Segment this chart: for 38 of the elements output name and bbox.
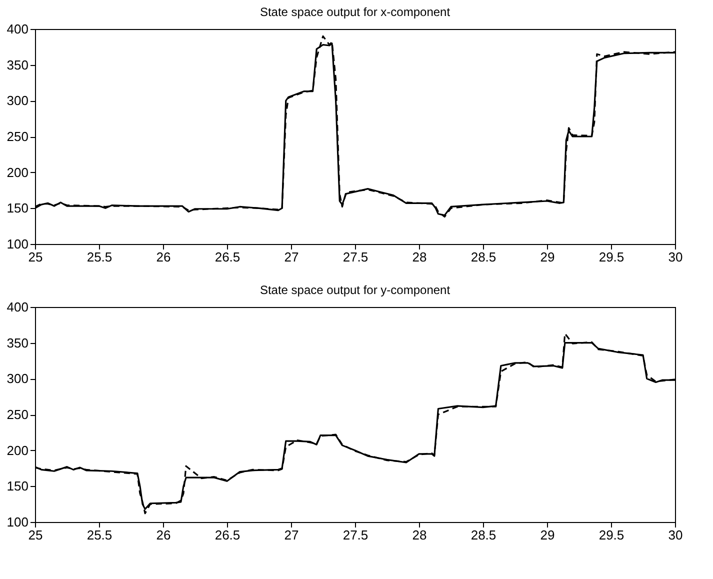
- chart-title: State space output for x-component: [260, 5, 451, 19]
- x-tick-label: 27: [284, 250, 299, 264]
- x-tick-label: 25.5: [86, 250, 112, 264]
- y-tick-label: 150: [6, 478, 28, 494]
- x-tick-label: 29: [540, 528, 555, 542]
- y-tick-label: 100: [6, 514, 28, 530]
- y-tick-label: 300: [6, 93, 28, 108]
- y-tick-label: 350: [6, 335, 28, 350]
- x-tick-label: 26.5: [214, 250, 240, 264]
- y-tick-label: 100: [6, 236, 28, 252]
- x-tick-label: 25: [28, 528, 43, 542]
- x-tick-label: 25: [28, 250, 43, 264]
- x-tick-label: 29.5: [598, 528, 624, 542]
- x-tick-label: 26: [156, 250, 171, 264]
- x-tick-label: 26: [156, 528, 171, 542]
- y-tick-label: 150: [6, 200, 28, 216]
- y-tick-label: 300: [6, 371, 28, 386]
- x-tick-label: 29: [540, 250, 555, 264]
- x-tick-label: 28.5: [470, 250, 496, 264]
- x-tick-label: 29.5: [598, 250, 624, 264]
- x-tick-label: 27.5: [342, 528, 368, 542]
- x-tick-label: 27.5: [342, 250, 368, 264]
- x-tick-label: 30: [668, 528, 683, 542]
- y-tick-label: 200: [6, 164, 28, 180]
- y-tick-label: 250: [6, 129, 28, 144]
- y-tick-label: 200: [6, 442, 28, 458]
- x-tick-label: 28.5: [470, 528, 496, 542]
- chart-title: State space output for y-component: [260, 283, 451, 297]
- y-tick-label: 400: [6, 22, 28, 36]
- y-tick-label: 350: [6, 57, 28, 72]
- x-tick-label: 25.5: [86, 528, 112, 542]
- x-tick-label: 28: [412, 250, 427, 264]
- y-tick-label: 250: [6, 407, 28, 422]
- x-tick-label: 28: [412, 528, 427, 542]
- x-tick-label: 27: [284, 528, 299, 542]
- x-tick-label: 30: [668, 250, 683, 264]
- y-tick-label: 400: [6, 300, 28, 314]
- x-tick-label: 26.5: [214, 528, 240, 542]
